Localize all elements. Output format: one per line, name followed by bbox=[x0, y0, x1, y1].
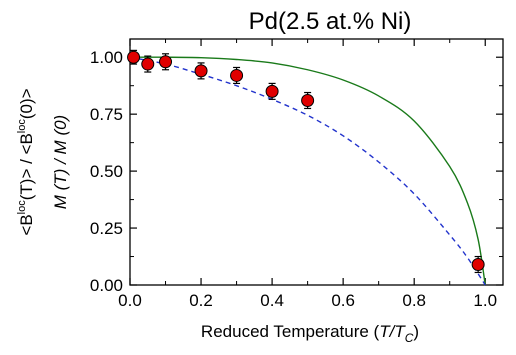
data-point bbox=[159, 55, 173, 69]
x-tick-label: 0.2 bbox=[189, 291, 213, 310]
data-point bbox=[265, 84, 279, 98]
x-tick-label: 0.6 bbox=[331, 291, 355, 310]
data-point bbox=[127, 50, 141, 64]
y-tick-label: 0.50 bbox=[90, 162, 123, 181]
y-axis-label-outer: <Bloc(T)> / <Bloc(0)> bbox=[16, 88, 36, 235]
tick-marks bbox=[129, 39, 503, 286]
x-tick-label: 1.0 bbox=[473, 291, 497, 310]
data-point bbox=[301, 94, 315, 107]
y-tick-labels: 0.00 0.25 0.50 0.75 1.00 bbox=[90, 48, 123, 295]
data-point bbox=[141, 57, 155, 71]
dashed-curve bbox=[129, 56, 486, 286]
data-point bbox=[194, 64, 208, 78]
plot-frame bbox=[129, 38, 504, 286]
data-point bbox=[471, 258, 485, 271]
y-tick-label: 0.75 bbox=[90, 105, 123, 124]
chart-title: Pd(2.5 at.% Ni) bbox=[249, 8, 412, 35]
x-tick-label: 0.4 bbox=[260, 291, 284, 310]
data-points bbox=[127, 49, 485, 274]
x-tick-label: 0.0 bbox=[118, 291, 142, 310]
y-tick-label: 0.00 bbox=[90, 276, 123, 295]
x-tick-labels: 0.0 0.2 0.4 0.6 0.8 1.0 bbox=[118, 291, 497, 310]
x-tick-label: 0.8 bbox=[402, 291, 426, 310]
y-tick-label: 0.25 bbox=[90, 219, 123, 238]
fit-curves bbox=[129, 56, 486, 286]
y-tick-label: 1.00 bbox=[90, 48, 123, 67]
solid-curve bbox=[129, 56, 486, 286]
x-axis-label: Reduced Temperature (T/TC) bbox=[201, 322, 419, 345]
data-point bbox=[230, 68, 244, 82]
y-axis-label-inner: M (T) / M (0) bbox=[51, 115, 70, 209]
